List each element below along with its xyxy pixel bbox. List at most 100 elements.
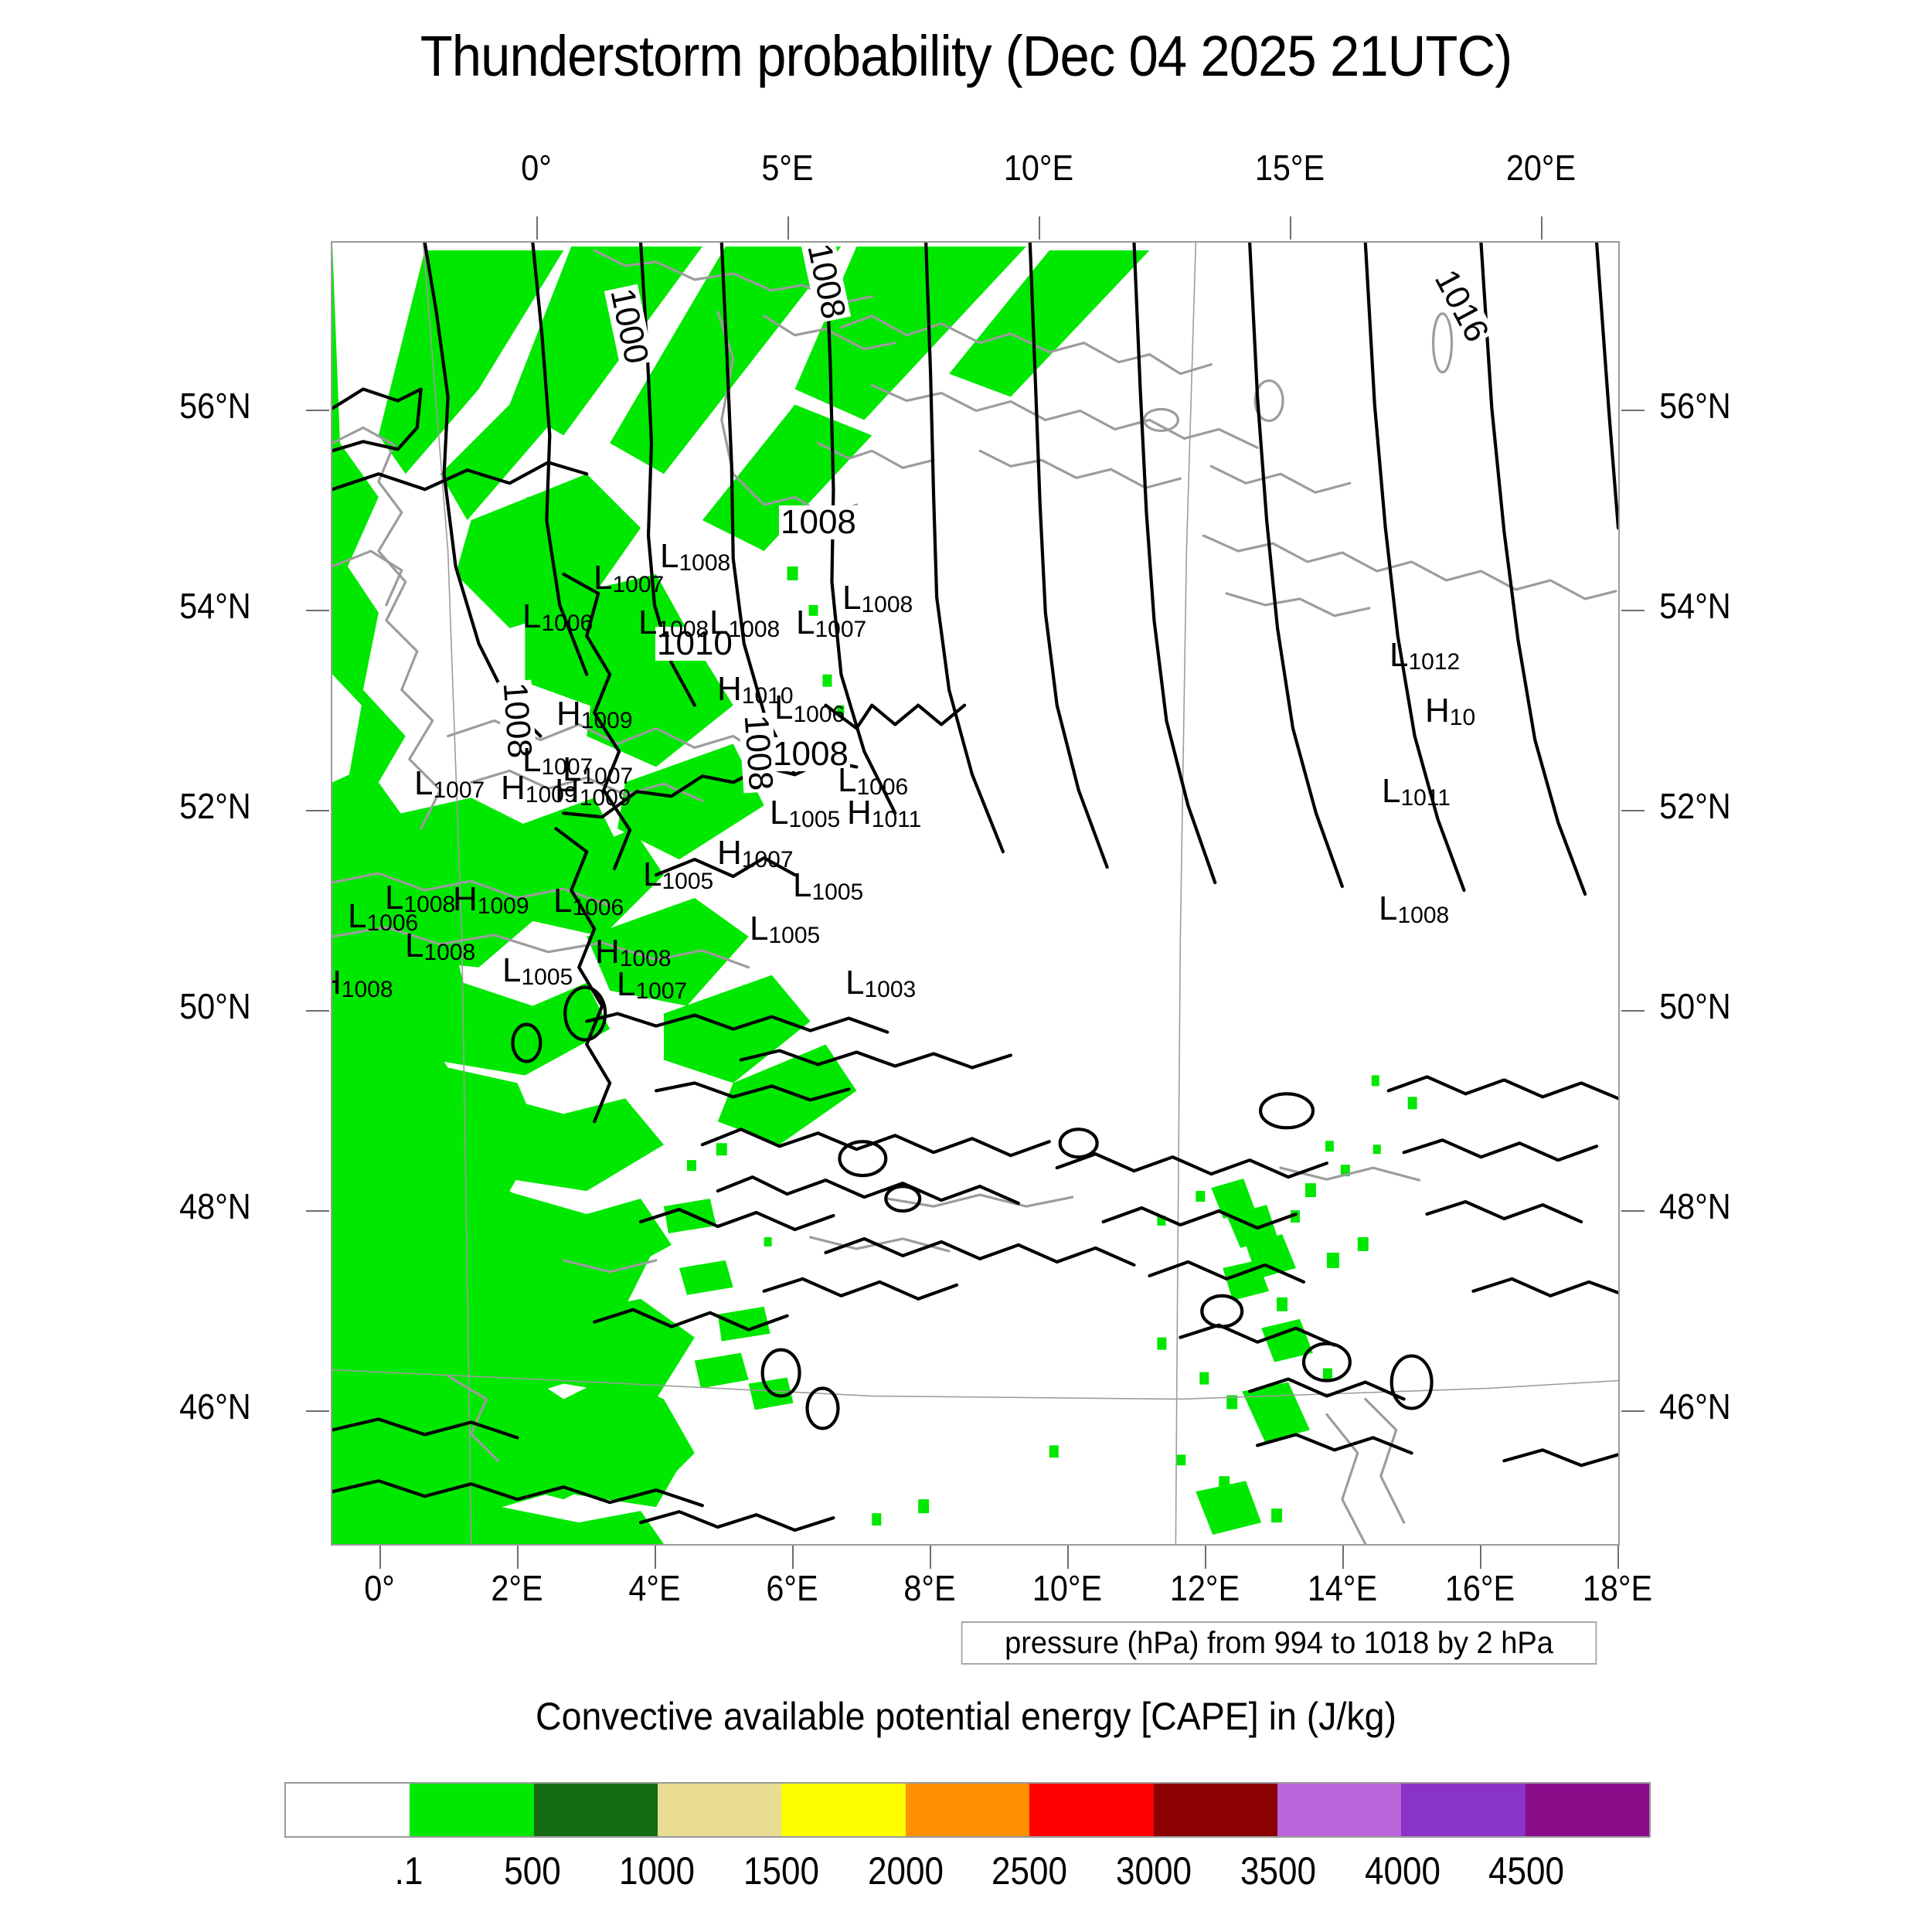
bottom-axis-label-9: 18°E xyxy=(1582,1568,1653,1608)
pressure-center-H1009-a: H1009 xyxy=(556,695,633,733)
pressure-center-H1010-b: H10 xyxy=(1425,692,1476,730)
colorbar-tick-label-5: 2500 xyxy=(992,1849,1068,1893)
right-axis-tick-1 xyxy=(1621,610,1645,611)
colorbar-tick-label-3: 1500 xyxy=(743,1849,819,1893)
right-axis-label-5: 46°N xyxy=(1659,1386,1731,1427)
contour-label-1010: 1010 xyxy=(655,624,734,662)
right-axis-tick-5 xyxy=(1621,1410,1645,1412)
left-axis-tick-5 xyxy=(306,1410,329,1412)
pressure-center-L1006-c: L1006 xyxy=(838,761,909,800)
colorbar-tick-label-2: 1000 xyxy=(619,1849,696,1893)
bottom-axis-tick-7 xyxy=(1342,1546,1344,1569)
colorbar-segment-1[interactable] xyxy=(410,1784,534,1836)
right-axis-tick-2 xyxy=(1621,810,1645,811)
colorbar-segment-2[interactable] xyxy=(533,1784,658,1836)
pressure-center-L1007-e: L1007 xyxy=(414,764,485,803)
top-axis-label-1: 5°E xyxy=(761,148,814,188)
colorbar-tick-label-0: .1 xyxy=(394,1849,423,1893)
left-axis-label-4: 48°N xyxy=(179,1186,251,1226)
top-axis-label-4: 20°E xyxy=(1505,148,1577,188)
left-axis-label-2: 52°N xyxy=(179,786,251,826)
pressure-center-L1005-a: L1005 xyxy=(770,794,841,832)
pressure-center-L1007-f: L1007 xyxy=(617,965,688,1004)
bottom-axis-tick-2 xyxy=(655,1546,656,1569)
colorbar-segment-6[interactable] xyxy=(1029,1784,1154,1836)
pressure-center-L1008-f: L1008 xyxy=(385,879,456,917)
colorbar-segment-0[interactable] xyxy=(286,1784,410,1836)
pressure-center-L1003: L1003 xyxy=(845,964,917,1002)
right-axis-label-4: 48°N xyxy=(1659,1186,1731,1226)
top-axis-tick-2 xyxy=(1039,216,1040,240)
left-axis-label-0: 56°N xyxy=(179,386,251,426)
pressure-center-H1010-a: H1010 xyxy=(717,670,794,709)
colorbar-tick-label-8: 4000 xyxy=(1364,1849,1440,1893)
bottom-axis-tick-0 xyxy=(379,1546,381,1569)
right-axis-label-1: 54°N xyxy=(1659,586,1731,626)
bottom-axis-tick-1 xyxy=(517,1546,519,1569)
colorbar-segment-10[interactable] xyxy=(1525,1784,1649,1836)
colorbar-segment-9[interactable] xyxy=(1401,1784,1526,1836)
bottom-axis-label-6: 12°E xyxy=(1169,1568,1240,1608)
pressure-center-L1008-a: L1008 xyxy=(660,537,731,576)
colorbar-segment-8[interactable] xyxy=(1277,1784,1402,1836)
pressure-center-L1006-b: L1006 xyxy=(774,689,845,727)
pressure-center-L1005-e: L1005 xyxy=(502,951,573,990)
pressure-center-L1008-e: L1008 xyxy=(1379,889,1450,928)
bottom-axis-tick-5 xyxy=(1067,1546,1069,1569)
pressure-contour-layer xyxy=(332,243,1618,1532)
top-axis-label-3: 15°E xyxy=(1254,148,1325,188)
cape-colorbar-labels: .1 500 1000 1500 2000 2500 3000 3500 4000 4500 xyxy=(284,1849,1651,1903)
colorbar-segment-7[interactable] xyxy=(1153,1784,1277,1836)
cape-colorbar[interactable] xyxy=(284,1782,1651,1838)
left-axis-tick-4 xyxy=(306,1210,329,1212)
colorbar-segment-4[interactable] xyxy=(781,1784,906,1836)
left-axis-tick-0 xyxy=(306,410,329,411)
cape-caption: Convective available potential energy [C… xyxy=(536,1695,1396,1738)
colorbar-segment-5[interactable] xyxy=(905,1784,1030,1836)
top-axis-tick-3 xyxy=(1290,216,1291,240)
pressure-center-H1008-sw: H1008 xyxy=(332,966,393,1002)
left-axis-label-3: 50°N xyxy=(179,986,251,1026)
left-axis-tick-3 xyxy=(306,1010,329,1012)
bottom-axis-label-1: 2°E xyxy=(491,1568,543,1608)
colorbar-segment-3[interactable] xyxy=(658,1784,782,1836)
top-axis-label-2: 10°E xyxy=(1003,148,1074,188)
colorbar-tick-label-4: 2000 xyxy=(867,1849,944,1893)
pressure-center-H1011: H1011 xyxy=(847,794,922,832)
right-axis-tick-3 xyxy=(1621,1010,1645,1012)
map-canvas xyxy=(332,243,1618,1544)
bottom-axis-label-8: 16°E xyxy=(1444,1568,1515,1608)
pressure-center-H1007: H1007 xyxy=(717,834,794,872)
bottom-axis-label-0: 0° xyxy=(364,1568,395,1608)
bottom-axis-tick-8 xyxy=(1480,1546,1481,1569)
top-axis-tick-0 xyxy=(536,216,538,240)
bottom-axis-tick-4 xyxy=(930,1546,931,1569)
colorbar-tick-label-9: 4500 xyxy=(1488,1849,1565,1893)
colorbar-tick-label-7: 3500 xyxy=(1240,1849,1316,1893)
graticule-layer xyxy=(332,243,1618,1544)
left-axis-label-5: 46°N xyxy=(179,1386,251,1427)
bottom-axis-label-2: 4°E xyxy=(628,1568,681,1608)
pressure-center-L1007-b: L1007 xyxy=(796,604,867,642)
pressure-center-H1009-b: H1009 xyxy=(501,769,577,808)
right-axis-label-3: 50°N xyxy=(1659,986,1731,1026)
right-axis-tick-0 xyxy=(1621,410,1645,411)
right-axis-tick-4 xyxy=(1621,1210,1645,1212)
bottom-axis-label-5: 10°E xyxy=(1032,1568,1103,1608)
pressure-center-L1005-d: L1005 xyxy=(750,910,821,948)
bottom-axis-label-7: 14°E xyxy=(1307,1568,1378,1608)
bottom-axis-label-4: 8°E xyxy=(903,1568,956,1608)
cape-shading-layer xyxy=(332,243,1417,1544)
pressure-center-L1005-b: L1005 xyxy=(643,855,714,894)
colorbar-tick-label-1: 500 xyxy=(504,1849,562,1893)
left-axis-tick-2 xyxy=(306,810,329,811)
bottom-axis-tick-9 xyxy=(1617,1546,1619,1569)
top-axis-tick-1 xyxy=(787,216,789,240)
pressure-center-L1008-d: L1008 xyxy=(842,579,913,617)
contour-label-1008-east: 1008 xyxy=(771,735,850,773)
top-axis-label-0: 0° xyxy=(521,148,552,188)
bottom-axis-label-3: 6°E xyxy=(766,1568,818,1608)
left-axis-tick-1 xyxy=(306,610,329,611)
map-panel[interactable]: 1000 1008 1016 1008 1008 1008 1008 1010 … xyxy=(331,241,1620,1546)
pressure-center-L1005-c: L1005 xyxy=(793,866,864,905)
